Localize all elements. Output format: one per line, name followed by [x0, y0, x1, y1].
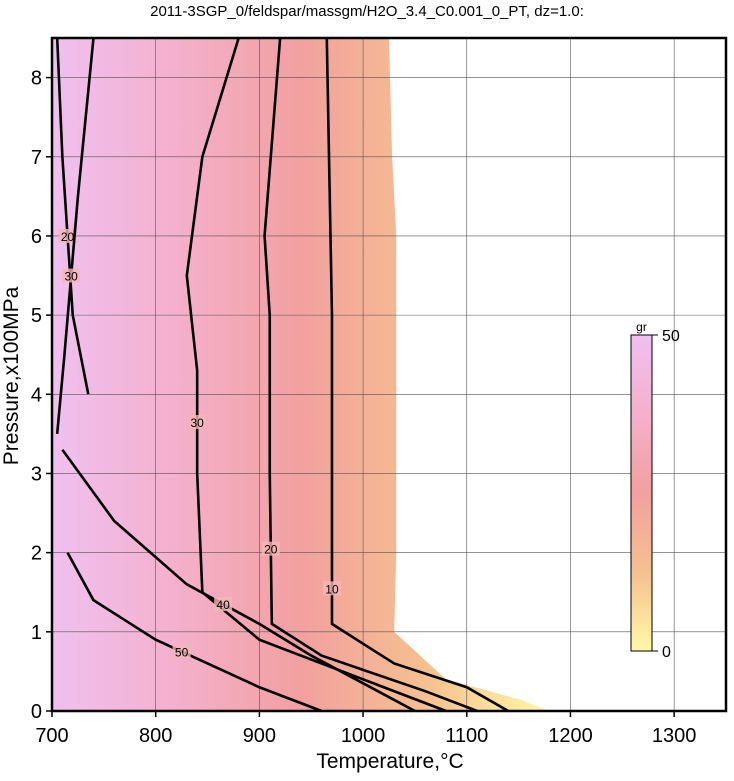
y-tick-label: 4 [31, 384, 42, 406]
x-tick-label: 1100 [445, 725, 488, 747]
colorbar-label: gr [636, 320, 647, 334]
y-tick-label: 1 [31, 622, 42, 644]
contour-label-bg [58, 228, 77, 243]
contour-label-bg [322, 581, 341, 596]
contour-line [325, 37, 509, 713]
contour-label: 20 [61, 230, 75, 244]
contour-label-bg [188, 415, 207, 430]
colorbar-tick-label: 0 [662, 644, 671, 661]
contour-label: 50 [175, 646, 189, 660]
contour-label: 10 [325, 582, 339, 596]
y-tick-label: 8 [31, 68, 42, 90]
x-tick-label: 700 [35, 725, 68, 747]
contour-label-bg [62, 268, 81, 283]
x-tick-label: 800 [139, 725, 172, 747]
x-axis-label: Temperature,°C [316, 750, 463, 773]
contour-label: 30 [65, 270, 79, 284]
y-tick-label: 7 [31, 147, 42, 169]
melt-region [52, 38, 550, 711]
contour-label: 20 [264, 543, 278, 557]
contour-label-bg [172, 644, 191, 659]
contour-label-bg [261, 541, 280, 556]
contour-label: 30 [190, 416, 204, 430]
x-tick-label: 1200 [548, 725, 593, 747]
plot-frame [50, 36, 728, 713]
colorbar [630, 334, 653, 652]
colorbar-tick-label: 50 [662, 328, 680, 345]
y-tick-label: 2 [31, 543, 42, 565]
y-tick-label: 5 [31, 305, 42, 327]
contour-label-bg [214, 597, 233, 612]
contour-label: 40 [216, 598, 230, 612]
x-tick-label: 1300 [652, 725, 697, 747]
y-tick-label: 3 [31, 463, 42, 485]
y-tick-label: 0 [31, 701, 42, 723]
chart-title: 2011-3SGP_0/feldspar/massgm/H2O_3.4_C0.0… [150, 3, 584, 20]
y-tick-label: 6 [31, 226, 42, 248]
x-tick-label: 1000 [341, 725, 386, 747]
x-tick-label: 900 [243, 725, 276, 747]
y-axis-label: Pressure,x100MPa [0, 286, 23, 465]
